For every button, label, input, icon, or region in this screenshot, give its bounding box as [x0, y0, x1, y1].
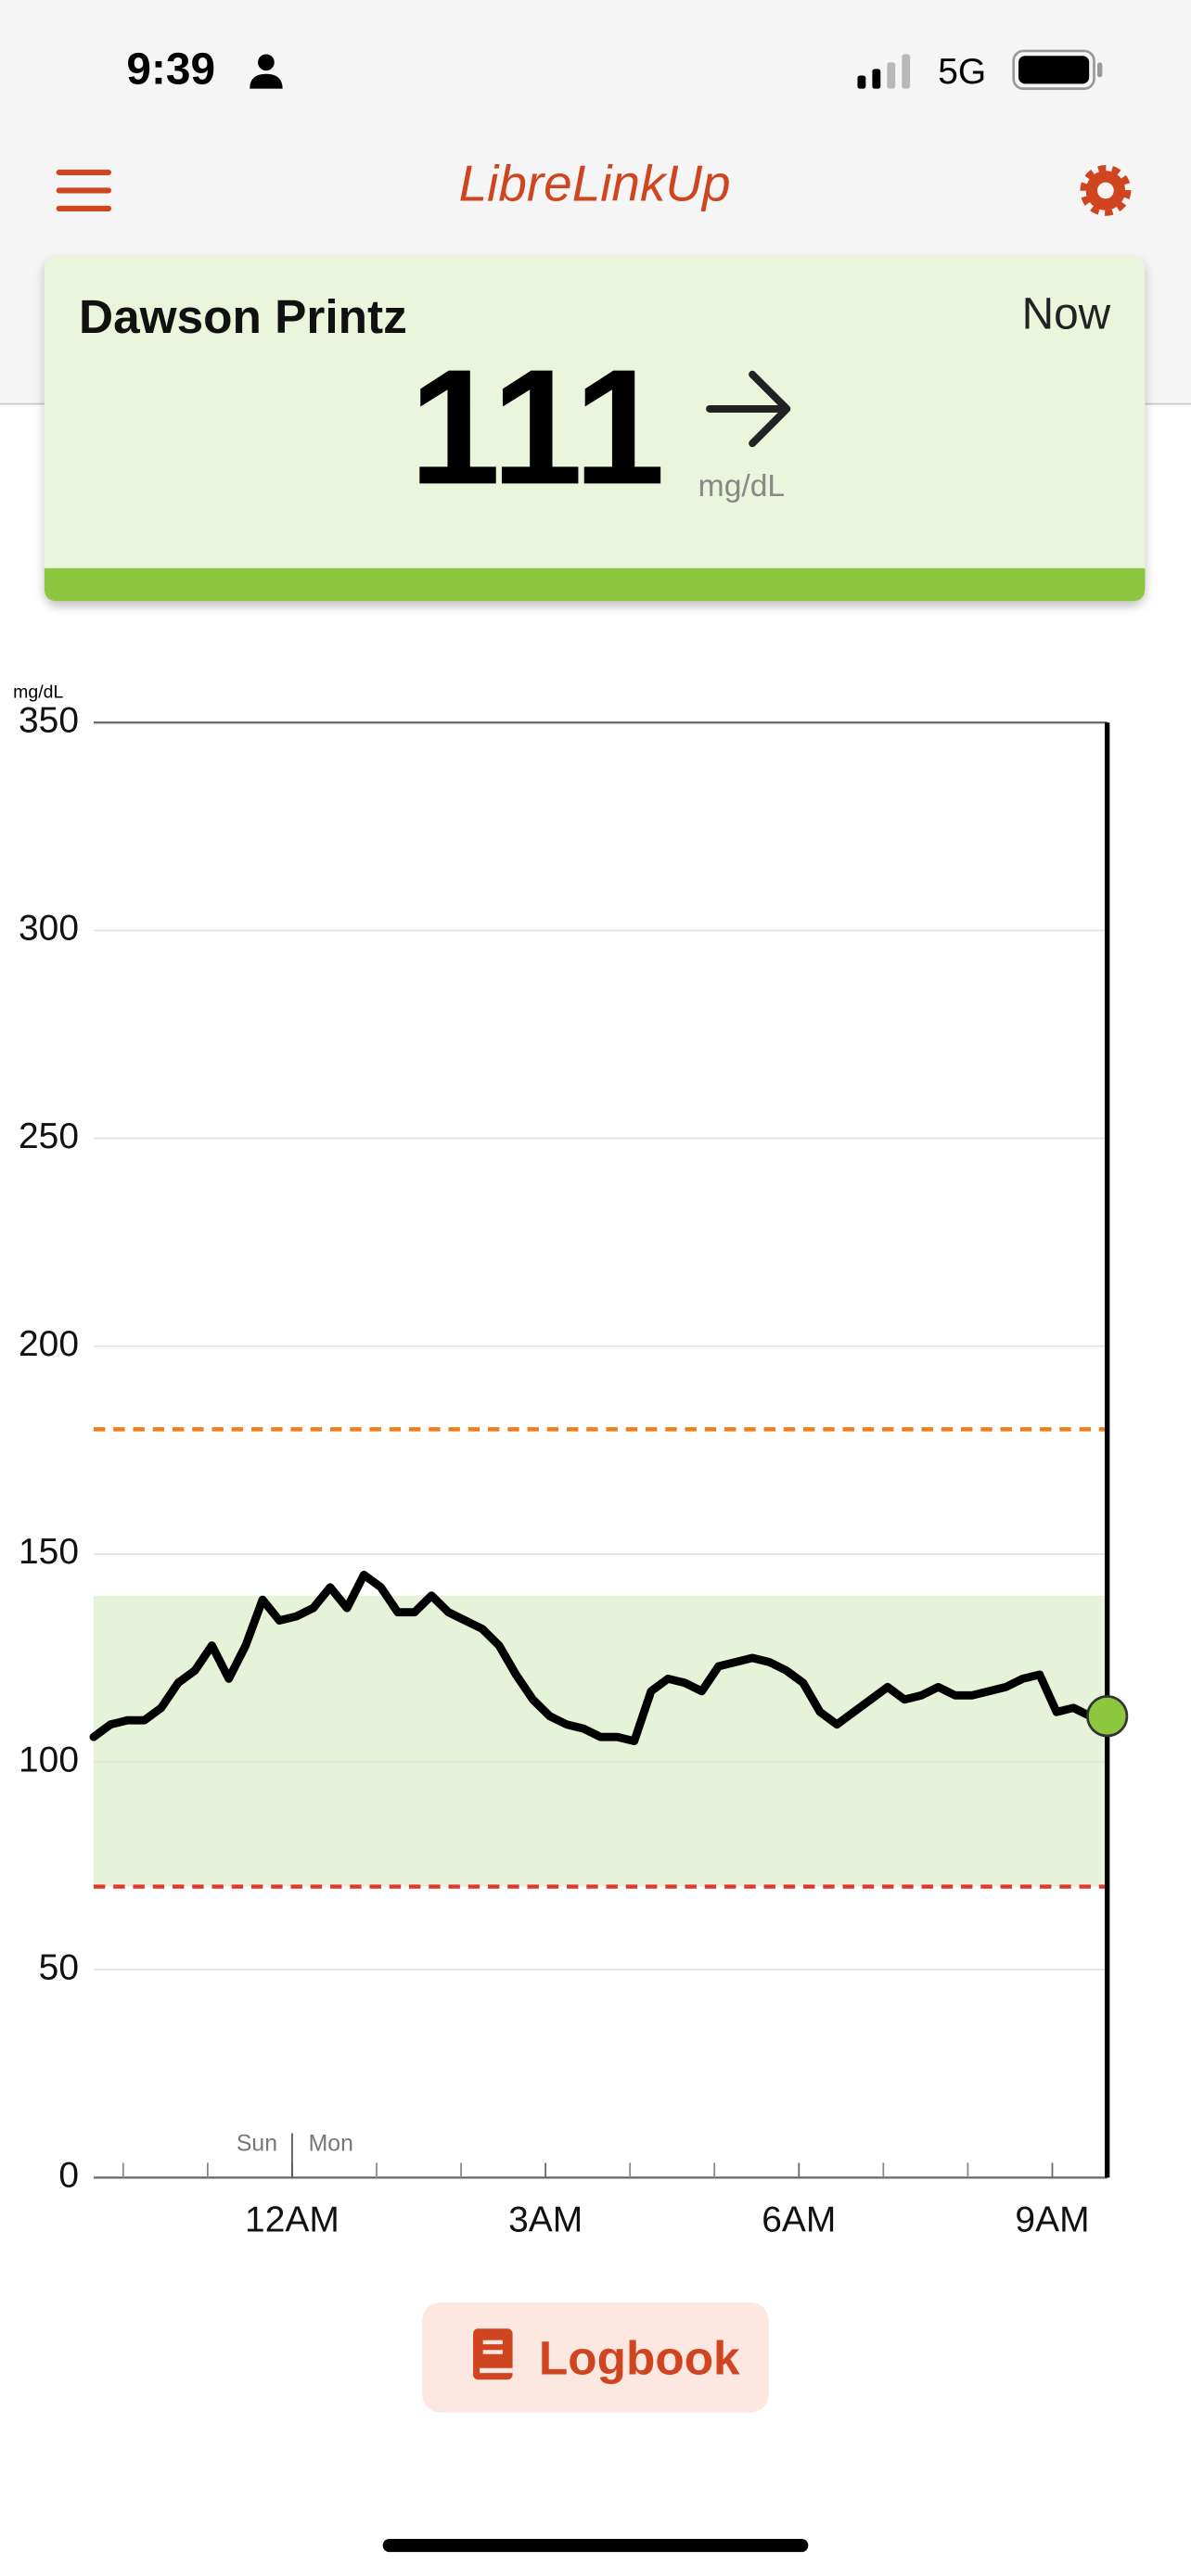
y-tick-label: 150: [19, 1532, 79, 1572]
x-tick-label: 6AM: [762, 2200, 836, 2239]
x-tick-label: 3AM: [508, 2200, 583, 2239]
signal-icon: [857, 54, 911, 89]
reading-unit: mg/dL: [698, 469, 785, 504]
y-tick-label: 300: [19, 909, 79, 949]
day-label: Sun: [237, 2131, 277, 2156]
book-icon: [473, 2328, 513, 2380]
target-range: [93, 1595, 1108, 1887]
patient-name: Dawson Printz: [79, 290, 407, 343]
current-point: [1086, 1695, 1129, 1738]
status-time: 9:39: [126, 45, 215, 95]
logbook-button[interactable]: Logbook: [422, 2302, 769, 2413]
y-tick-label: 250: [19, 1116, 79, 1156]
y-tick-label: 0: [58, 2156, 79, 2196]
y-tick-label: 350: [19, 701, 79, 741]
y-tick-label: 200: [19, 1324, 79, 1364]
reading-card: [44, 256, 1146, 602]
trend-arrow: [706, 370, 791, 448]
settings-button[interactable]: [1080, 164, 1132, 216]
glucose-chart: mg/dL 0 50 100 150 200 250 300 350 12AM 3AM 6AM 9AM…: [13, 682, 1129, 2239]
y-tick-label: 50: [39, 1947, 79, 1987]
day-label: Mon: [309, 2131, 353, 2156]
menu-button[interactable]: [56, 169, 111, 212]
person-icon: [250, 54, 283, 89]
y-tick-label: 100: [19, 1740, 79, 1779]
x-tick-label: 9AM: [1015, 2200, 1089, 2239]
x-tick-label: 12AM: [245, 2200, 339, 2239]
logbook-label[interactable]: Logbook: [539, 2331, 740, 2384]
y-unit-label: mg/dL: [13, 682, 63, 703]
app-title: LibreLinkUp: [459, 154, 731, 211]
glucose-line: [89, 1570, 1112, 1746]
battery-icon: [1012, 49, 1103, 90]
network-label: 5G: [938, 52, 986, 92]
reading-time: Now: [1022, 289, 1111, 338]
glucose-reading: 111: [409, 335, 665, 518]
home-indicator: [382, 2538, 809, 2553]
